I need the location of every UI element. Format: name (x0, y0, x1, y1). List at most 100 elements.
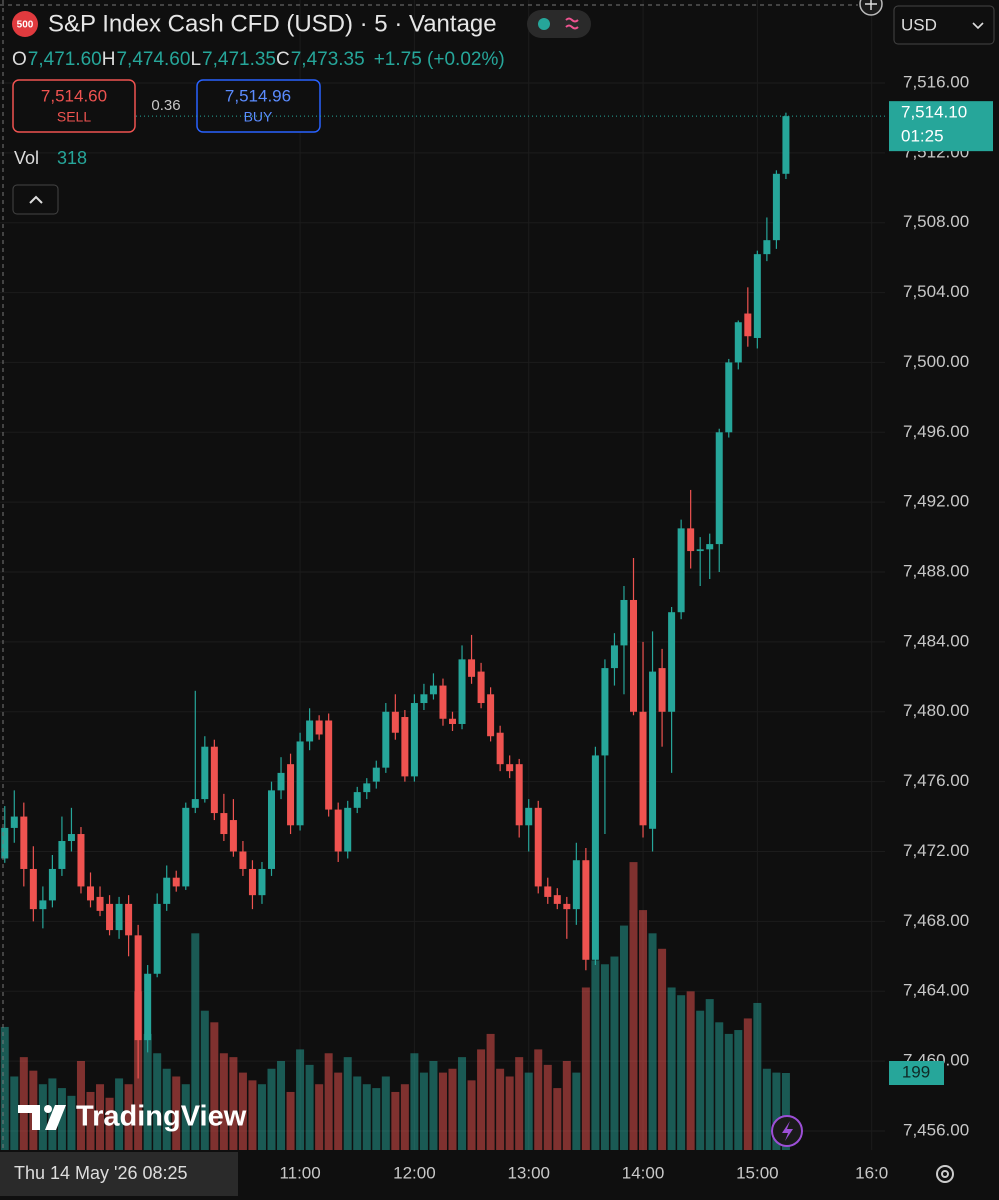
candle-body (610, 645, 618, 669)
x-tick-label: 15:00 (736, 1163, 779, 1182)
candle-body (10, 816, 18, 828)
tradingview-logo: TradingView (18, 1101, 247, 1133)
sell-price: 7,514.60 (41, 86, 107, 105)
volume-bar (743, 1018, 752, 1150)
volume-bar (486, 1033, 495, 1150)
last-price-label: 7,514.10 (901, 103, 967, 122)
legend-key: H (102, 49, 116, 70)
x-tick-label: 11:00 (279, 1163, 320, 1182)
volume-bar (200, 1010, 209, 1150)
volume-bar (96, 1084, 105, 1150)
candle-body (658, 668, 666, 712)
candle-body (258, 868, 266, 896)
volume-bar (391, 1091, 400, 1150)
candle-body (315, 720, 323, 735)
volume-bar (76, 1061, 85, 1150)
candle-body (29, 868, 37, 910)
candle-body (534, 807, 542, 887)
volume-bar (248, 1080, 257, 1150)
y-tick-label: 7,500.00 (903, 352, 969, 371)
candle-body (582, 860, 590, 960)
volume-bar (153, 1053, 162, 1150)
candle-body (229, 820, 237, 852)
candle-body (382, 711, 390, 768)
collapse-button[interactable] (12, 184, 59, 215)
status-pill[interactable] (527, 10, 591, 38)
sell-button[interactable] (12, 79, 136, 133)
candle-body (591, 755, 599, 960)
volume-bar (724, 1033, 733, 1150)
candle-body (410, 703, 418, 777)
last-price-box (889, 101, 993, 152)
candle-body (67, 834, 75, 842)
candle-body (248, 868, 256, 896)
candle-body (630, 599, 638, 712)
settings-icon-core (941, 1170, 949, 1178)
y-tick-label: 7,456.00 (903, 1120, 969, 1139)
candle-body (344, 807, 352, 852)
candle-body (506, 764, 514, 772)
settings-icon[interactable] (936, 1165, 954, 1183)
volume-bar (219, 1053, 228, 1150)
legend-key: C (276, 49, 290, 70)
candle-body (687, 528, 695, 552)
volume-bar (277, 1061, 286, 1150)
candle-body (744, 313, 752, 337)
symbol-badge-bg (12, 11, 38, 37)
volume-bar (534, 1049, 543, 1150)
currency: USD (901, 15, 937, 34)
volume-bar (210, 1022, 219, 1150)
candle-body (353, 792, 361, 808)
volume-bar (572, 1072, 581, 1150)
candle-body (782, 116, 790, 174)
ohlc-legend: O7,471.60H7,474.60L7,471.35C7,473.35 +1.7… (12, 49, 505, 70)
volume-bar (372, 1088, 381, 1150)
volume-bar (467, 1080, 476, 1150)
currency-select[interactable] (893, 5, 995, 45)
candle-body (287, 764, 295, 826)
candle-body (772, 173, 780, 241)
candle-body (496, 732, 504, 765)
volume-bar (324, 1053, 333, 1150)
candle-body (20, 816, 28, 869)
y-tick-label: 7,476.00 (903, 771, 969, 790)
buy-price: 7,514.96 (225, 86, 291, 105)
candle-body (734, 322, 742, 363)
candle-body (563, 903, 571, 910)
volume-bar (381, 1076, 390, 1150)
candle-body (201, 746, 209, 800)
volume-bar (715, 1022, 724, 1150)
candle-body (153, 903, 161, 974)
buy-label: BUY (244, 109, 273, 125)
volume-bar (410, 1053, 419, 1150)
volume-bar (86, 1091, 95, 1150)
y-tick-label: 7,504.00 (903, 282, 969, 301)
candle-body (220, 813, 228, 835)
collapse-icon (29, 195, 43, 204)
volume-bar (419, 1072, 428, 1150)
status-wave (565, 17, 579, 30)
y-tick-label: 7,464.00 (903, 981, 969, 1000)
candle-body (715, 432, 723, 545)
legend-value: 7,473.35 (291, 49, 365, 70)
y-tick-label: 7,488.00 (903, 562, 969, 581)
volume-bar (610, 956, 619, 1150)
volume-bar (229, 1057, 238, 1150)
volume-bar (696, 1010, 705, 1150)
legend-value: 7,471.35 (202, 49, 276, 70)
volume-bar (524, 1072, 533, 1150)
chart-title: S&P Index Cash CFD (USD) · 5 · Vantage (48, 10, 497, 37)
buy-button[interactable] (196, 79, 321, 133)
candle-body (649, 671, 657, 829)
candle-body (601, 668, 609, 756)
y-tick-label: 7,516.00 (903, 72, 969, 91)
volume-legend-name: Vol (14, 148, 39, 168)
volume-bar (629, 862, 638, 1150)
volume-bar (562, 1061, 571, 1150)
volume-bar (543, 1064, 552, 1150)
last-volume-box (889, 1060, 944, 1085)
volume-bar (781, 1072, 790, 1150)
candle-body (372, 767, 380, 782)
volume-bar (667, 987, 676, 1150)
